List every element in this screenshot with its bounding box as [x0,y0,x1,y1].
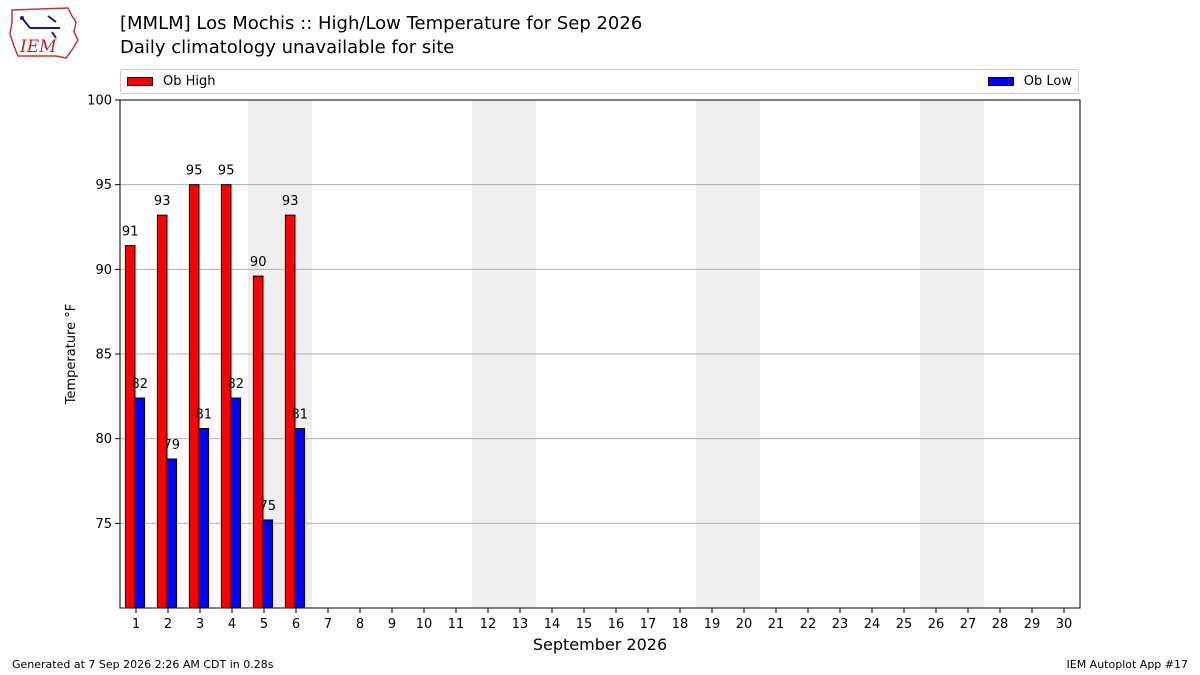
chart-subtitle: Daily climatology unavailable for site [120,37,455,58]
logo-text: IEM [19,37,57,57]
y-tick-label: 75 [95,517,112,532]
x-tick-label: 3 [196,617,204,632]
bar-low [230,397,242,609]
footer-generated: Generated at 7 Sep 2026 2:26 AM CDT in 0… [12,658,274,671]
x-tick-label: 8 [356,617,364,632]
x-tick-label: 5 [260,617,268,632]
data-label-low: 81 [292,408,309,423]
x-tick-label: 10 [416,617,433,632]
bar-low [262,519,274,609]
data-label-low: 75 [260,499,277,514]
bar-high [124,245,136,609]
legend-label-high: Ob High [163,74,216,89]
x-tick-label: 9 [388,617,396,632]
x-tick-label: 13 [512,617,529,632]
data-label-high: 90 [250,255,267,270]
x-tick-label: 15 [576,617,593,632]
data-label-high: 95 [218,164,235,179]
legend-item-ob-high: Ob High [127,74,216,90]
bar-high [156,214,168,609]
bar-high [220,184,232,609]
x-tick-label: 23 [832,617,849,632]
data-label-low: 82 [132,377,149,392]
x-tick-label: 27 [960,617,977,632]
x-tick-label: 28 [992,617,1009,632]
x-tick-label: 16 [608,617,625,632]
footer-app: IEM Autoplot App #17 [1066,658,1189,671]
chart-title-block: [MMLM] Los Mochis :: High/Low Temperatur… [120,12,642,60]
x-tick-label: 4 [228,617,236,632]
x-tick-label: 12 [480,617,497,632]
y-axis-label: Temperature °F [64,304,79,405]
data-label-high: 93 [154,194,171,209]
data-label-high: 95 [186,164,203,179]
x-axis-label: September 2026 [533,635,667,654]
chart-title: [MMLM] Los Mochis :: High/Low Temperatur… [120,13,643,34]
bar-low [134,397,146,609]
y-tick-label: 100 [87,94,112,109]
x-tick-label: 7 [324,617,332,632]
y-tick-label: 90 [95,263,112,278]
legend-swatch-high [127,77,153,86]
x-tick-label: 25 [896,617,913,632]
legend-swatch-low [987,77,1014,86]
y-tick-label: 80 [95,432,112,447]
bar-high [252,275,264,609]
bar-high [188,184,200,609]
x-tick-label: 30 [1056,617,1073,632]
y-tick-label: 85 [95,348,112,363]
iowa-outline-icon [9,7,79,59]
data-label-low: 82 [228,377,245,392]
x-tick-label: 6 [292,617,300,632]
x-tick-label: 22 [800,617,817,632]
x-tick-label: 21 [768,617,785,632]
x-tick-label: 14 [544,617,561,632]
bar-low [198,428,210,609]
data-label-low: 79 [164,438,181,453]
x-tick-label: 20 [736,617,753,632]
y-tick-label: 95 [95,178,112,193]
legend-label-low: Ob Low [1023,74,1072,89]
legend: Ob High Ob Low [120,69,1079,94]
x-tick-label: 2 [164,617,172,632]
x-tick-label: 19 [704,617,721,632]
bar-low [294,428,306,609]
x-tick-label: 26 [928,617,945,632]
x-tick-label: 11 [448,617,465,632]
bar-low [166,458,178,609]
x-tick-label: 1 [132,617,140,632]
x-tick-label: 24 [864,617,881,632]
data-label-high: 93 [282,194,299,209]
x-tick-label: 18 [672,617,689,632]
x-tick-label: 17 [640,617,657,632]
x-tick-label: 29 [1024,617,1041,632]
iem-logo: IEM [9,7,79,59]
legend-item-ob-low: Ob Low [987,74,1072,90]
data-label-high: 91 [122,225,139,240]
data-label-low: 81 [196,408,213,423]
